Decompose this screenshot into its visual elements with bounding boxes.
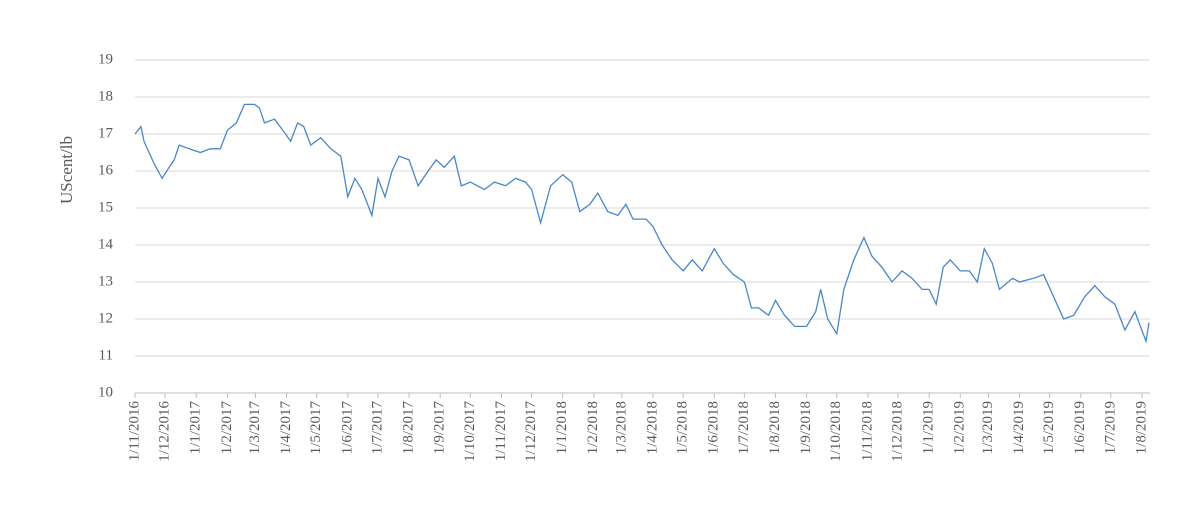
x-tick-label: 1/12/2016	[157, 401, 173, 462]
x-tick-label: 1/8/2017	[401, 401, 417, 455]
y-tick-label: 19	[98, 51, 113, 67]
x-tick-label: 1/12/2018	[889, 401, 905, 462]
line	[134, 103, 1150, 344]
y-tick-label: 17	[98, 125, 114, 141]
x-tick-label: 1/3/2017	[247, 401, 263, 455]
y-tick-label: 15	[98, 199, 113, 215]
x-tick-label: 1/4/2019	[1011, 401, 1027, 454]
x-tick-label: 1/1/2017	[188, 401, 204, 455]
x-tick-label: 1/2/2018	[585, 401, 601, 454]
x-tick-label: 1/8/2019	[1133, 401, 1149, 454]
x-tick-label: 1/3/2019	[980, 401, 996, 454]
x-tick-label: 1/11/2016	[126, 401, 142, 462]
x-tick-label: 1/5/2018	[675, 401, 691, 454]
x-tick-label: 1/4/2017	[278, 401, 294, 455]
x-tick-label: 1/8/2018	[767, 401, 783, 454]
x-tick-label: 1/4/2018	[644, 401, 660, 454]
x-tick-label: 1/2/2019	[952, 401, 968, 454]
x-tick-label: 1/12/2017	[523, 401, 539, 462]
x-tick-label: 1/6/2019	[1072, 401, 1088, 454]
x-tick-label: 1/11/2017	[493, 401, 509, 462]
x-tick-label: 1/10/2018	[828, 401, 844, 462]
x-tick-label: 1/5/2019	[1041, 401, 1057, 454]
x-tick-label: 1/9/2018	[798, 401, 814, 454]
x-tick-label: 1/5/2017	[308, 401, 324, 455]
y-tick-label: 10	[98, 384, 113, 400]
y-tick-label: 11	[99, 347, 113, 363]
x-tick-label: 1/3/2018	[613, 401, 629, 454]
x-tick-label: 1/7/2019	[1102, 401, 1118, 454]
x-tick-label: 1/6/2018	[706, 401, 722, 454]
y-tick-label: 13	[98, 273, 113, 289]
y-tick-label: 18	[98, 88, 113, 104]
x-tick-label: 1/7/2018	[736, 401, 752, 454]
y-tick-label: 12	[98, 310, 113, 326]
x-tick-label: 1/2/2017	[219, 401, 235, 455]
x-tick-label: 1/9/2017	[432, 401, 448, 455]
x-tick-label: 1/1/2019	[921, 401, 937, 454]
y-tick-label: 16	[98, 162, 114, 178]
x-tick-label: 1/11/2018	[859, 401, 875, 461]
x-tick-label: 1/1/2018	[554, 401, 570, 454]
x-tick-label: 1/7/2017	[369, 401, 385, 455]
y-axis-label: UScent/lb	[57, 136, 76, 204]
y-tick-label: 14	[98, 236, 114, 252]
x-tick-label: 1/6/2017	[339, 401, 355, 455]
x-tick-label: 1/10/2017	[462, 401, 478, 462]
